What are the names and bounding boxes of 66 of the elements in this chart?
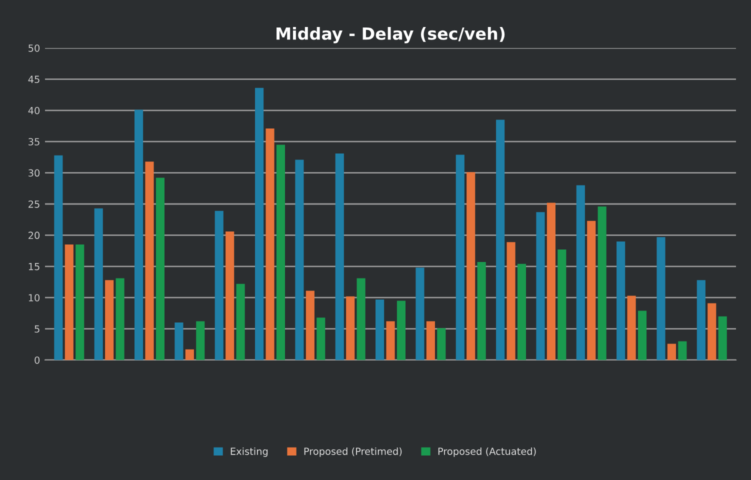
- y-tick-label: 35: [28, 138, 40, 146]
- bar: [536, 212, 545, 360]
- bar: [266, 128, 274, 360]
- bar: [506, 242, 516, 360]
- bar: [356, 278, 366, 360]
- bar: [214, 210, 224, 360]
- bar: [316, 318, 326, 360]
- bar: [667, 344, 676, 360]
- bar: [616, 241, 626, 360]
- bar: [576, 185, 585, 360]
- bar: [335, 153, 344, 360]
- bar: [145, 162, 154, 360]
- y-tick-label: 45: [28, 76, 40, 84]
- bar: [276, 144, 286, 360]
- y-tick-label: 15: [28, 263, 40, 270]
- bar: [466, 172, 476, 360]
- y-tick-label: 0: [34, 356, 40, 364]
- bar: [105, 280, 114, 360]
- bar: [426, 321, 435, 360]
- bar: [185, 349, 194, 360]
- bar: [456, 154, 464, 360]
- bar: [598, 206, 606, 360]
- bar: [64, 244, 74, 360]
- bar: [94, 208, 103, 360]
- y-tick-label: 25: [28, 200, 40, 208]
- bar: [306, 290, 314, 360]
- bar: [718, 316, 727, 360]
- bar: [255, 88, 264, 360]
- bar: [376, 299, 384, 360]
- bar: [54, 155, 63, 360]
- bar: [496, 120, 505, 360]
- bar: [696, 280, 706, 360]
- y-tick-label: 30: [28, 169, 40, 177]
- bar: [386, 321, 395, 360]
- bar: [396, 300, 406, 360]
- y-tick-label: 50: [28, 44, 40, 52]
- bar: [174, 322, 184, 360]
- bar: [678, 341, 687, 360]
- bar: [517, 264, 526, 360]
- y-tick-label: 10: [28, 294, 40, 302]
- legend-label: Existing: [230, 447, 268, 457]
- bar: [226, 231, 234, 360]
- y-tick-label: 5: [34, 325, 40, 333]
- bar: [708, 303, 716, 360]
- chart-title: Midday - Delay (sec/veh): [276, 27, 505, 44]
- bar: [346, 296, 355, 360]
- bar: [236, 284, 245, 360]
- y-tick-label: 40: [28, 106, 40, 114]
- y-tick-label: 20: [28, 232, 40, 240]
- bar: [437, 328, 446, 360]
- bar: [656, 237, 666, 360]
- bar: [627, 296, 636, 360]
- bar: [134, 110, 144, 360]
- legend-label: Proposed (Pretimed): [304, 447, 402, 457]
- bar: [587, 220, 596, 360]
- bar: [638, 310, 647, 360]
- bar: [156, 178, 164, 360]
- bar: [558, 250, 566, 360]
- bar: [477, 262, 486, 360]
- bar: [416, 268, 424, 360]
- bar: [76, 244, 84, 360]
- bar: [196, 321, 205, 360]
- bar: [546, 202, 556, 360]
- bar: [116, 278, 124, 360]
- bar: [295, 160, 304, 360]
- legend-label: Proposed (Actuated): [438, 447, 536, 457]
